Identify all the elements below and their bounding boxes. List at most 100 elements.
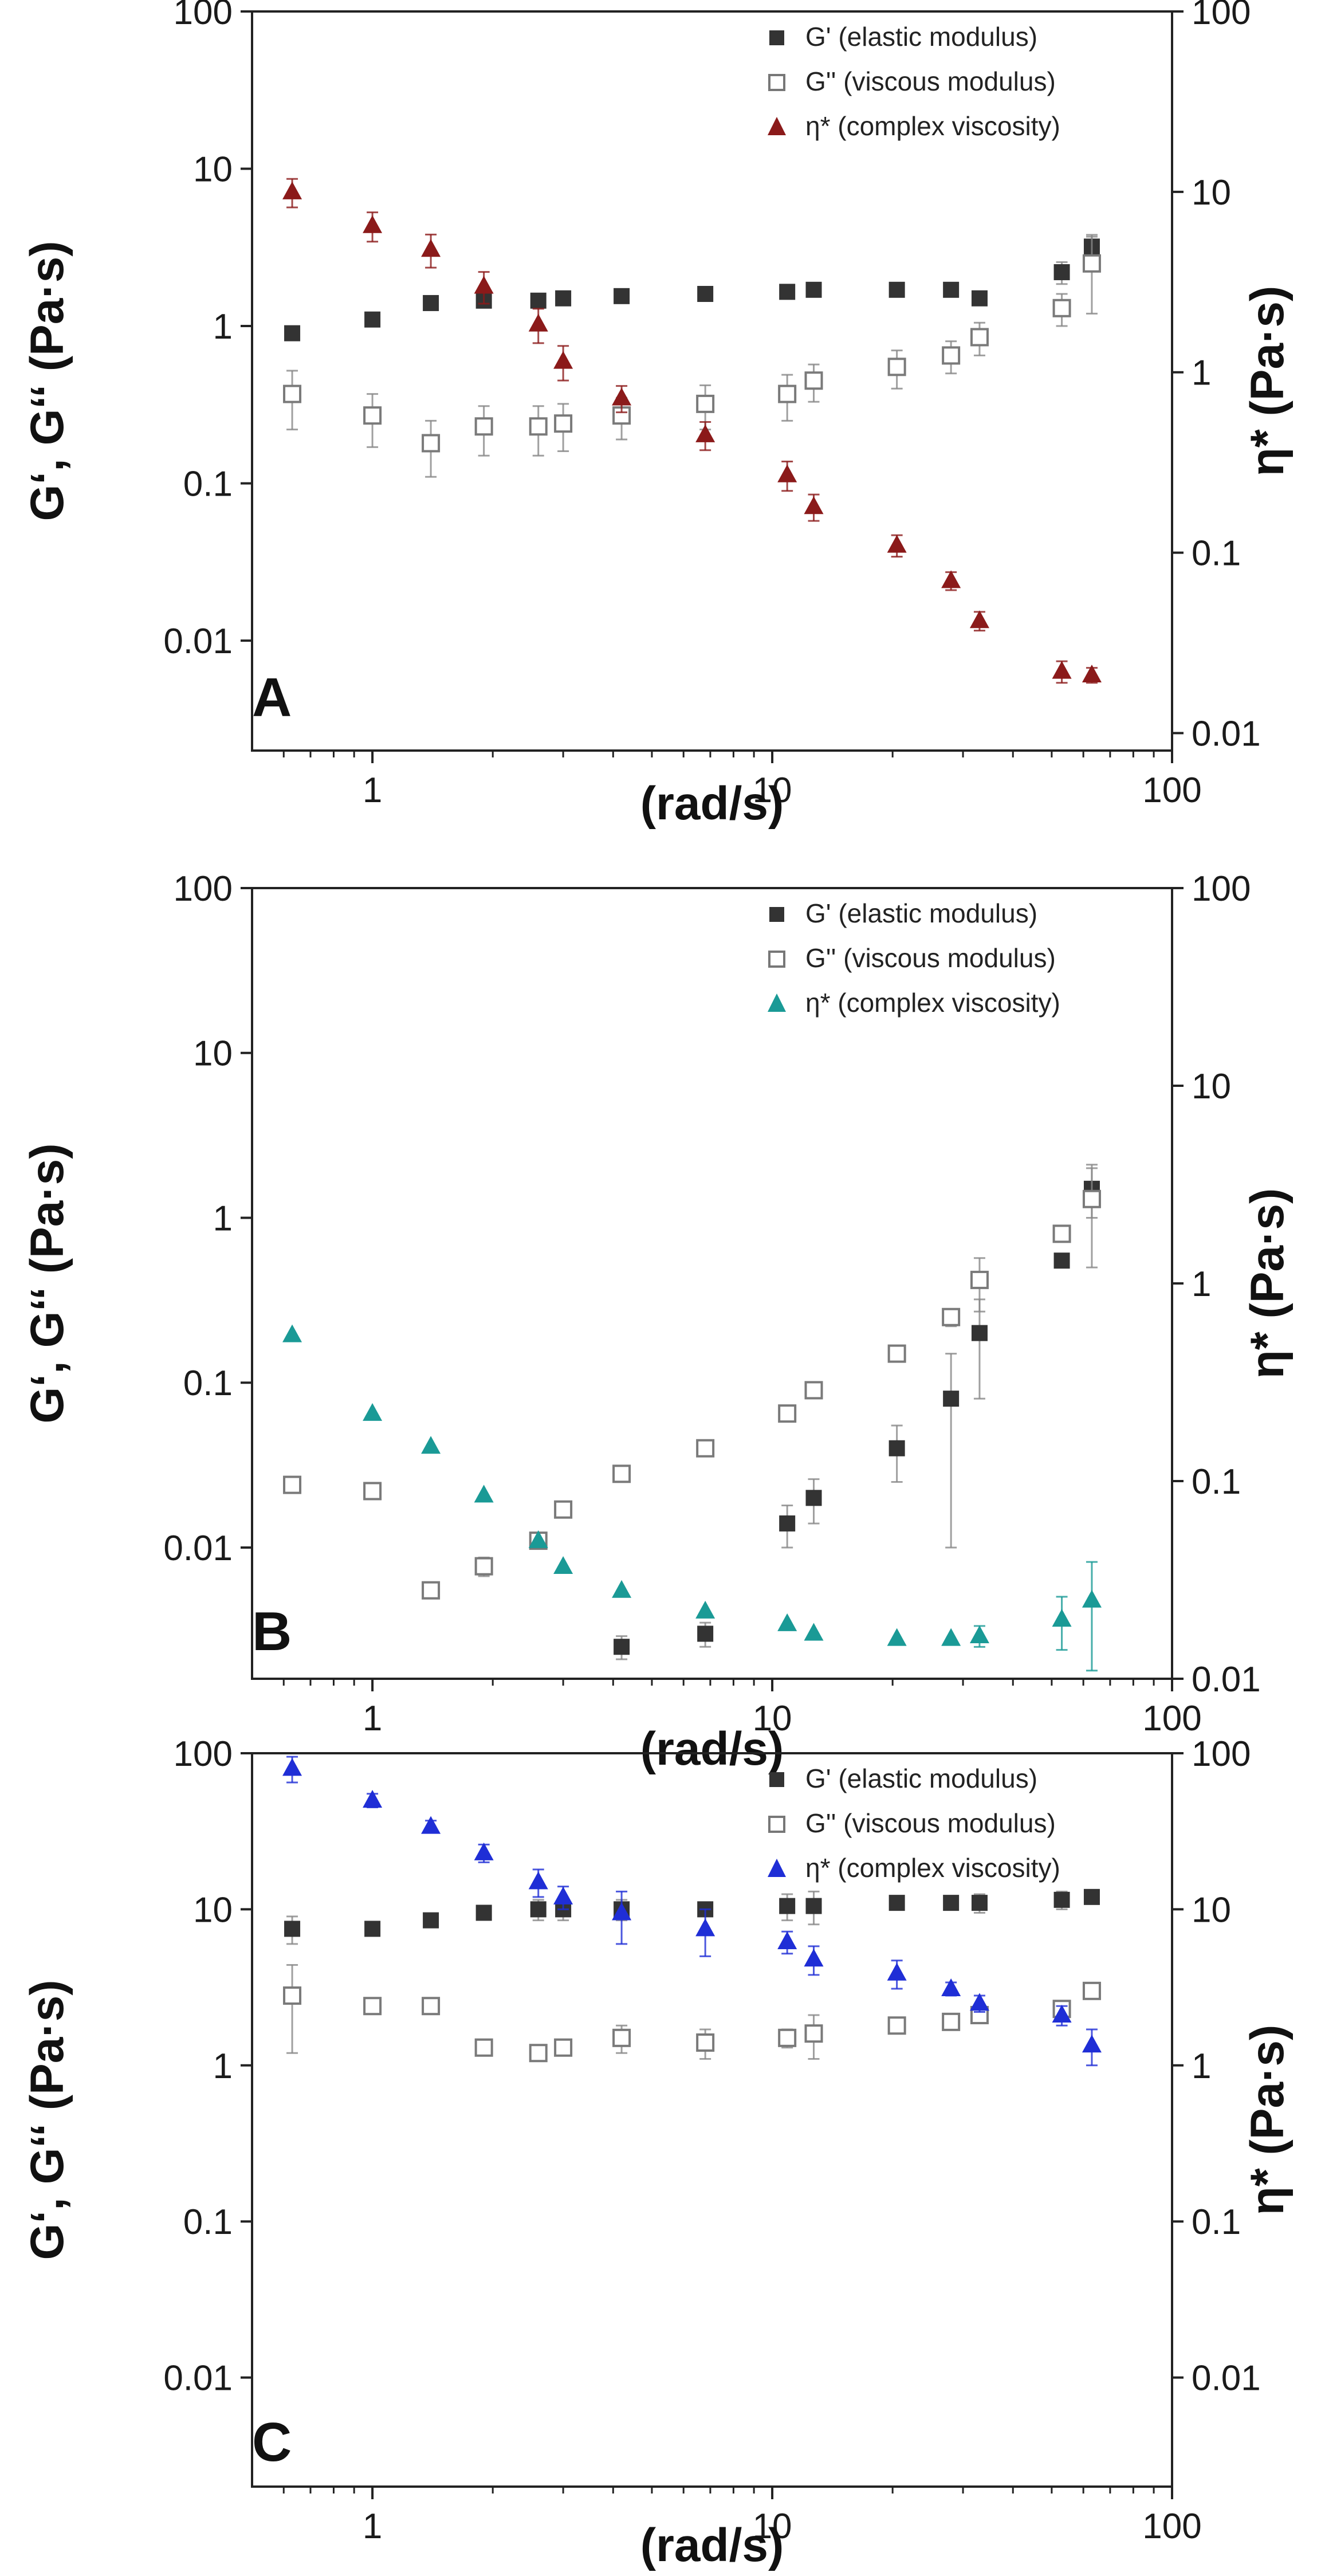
complex-viscosity-point	[695, 1918, 715, 1937]
plot-frame-a	[251, 10, 1173, 752]
viscous-modulus-point	[422, 1997, 441, 2016]
x-axis-title-b: (rad/s)	[640, 1723, 784, 1775]
viscous-modulus-point	[529, 417, 548, 436]
y-left-tick-label: 0.1	[183, 2202, 233, 2242]
x-tick-label: 100	[1142, 1699, 1201, 1738]
legend-entry-viscous: G'' (viscous modulus)	[805, 66, 1056, 96]
legend-entry-complex-viscosity: η* (complex viscosity)	[805, 1853, 1060, 1883]
x-axis-title-c: (rad/s)	[640, 2519, 784, 2571]
elastic-modulus-point	[779, 284, 796, 300]
y-right-tick-label: 0.01	[1192, 714, 1261, 753]
elastic-modulus-point	[423, 1912, 439, 1929]
elastic-modulus-point	[1053, 264, 1070, 281]
elastic-modulus-point	[1053, 1252, 1070, 1269]
complex-viscosity-point	[553, 351, 573, 369]
viscous-modulus-point	[942, 1307, 961, 1326]
plot-frame-c	[251, 1752, 1173, 2488]
viscous-modulus-point	[1082, 1981, 1101, 2000]
viscous-modulus-point	[696, 394, 715, 413]
complex-viscosity-point	[804, 1949, 824, 1967]
y-left-tick-label: 1	[213, 1199, 233, 1238]
complex-viscosity-point	[941, 570, 961, 588]
y-left-tick-label: 0.01	[163, 2359, 233, 2398]
y-right-tick-label: 0.1	[1192, 1462, 1241, 1502]
complex-viscosity-point	[1052, 661, 1072, 679]
viscous-modulus-point	[612, 1464, 631, 1483]
y-left-tick-label: 0.1	[183, 465, 233, 504]
y-right-tick-label: 0.01	[1192, 2359, 1261, 2398]
viscous-modulus-point	[474, 1557, 493, 1576]
complex-viscosity-point	[1052, 1609, 1072, 1627]
y-right-tick-label: 10	[1192, 1890, 1231, 1930]
x-tick-label: 10	[753, 2507, 792, 2546]
elastic-modulus-point	[284, 325, 301, 341]
legend-entry-viscous: G'' (viscous modulus)	[805, 1808, 1056, 1838]
viscous-modulus-point	[554, 2038, 573, 2057]
y-axis-right-title-b: η* (Pa·s)	[1241, 1188, 1294, 1379]
y-left-tick-label: 0.01	[163, 622, 233, 661]
legend-marker	[769, 1772, 784, 1787]
x-tick-label: 1	[363, 771, 382, 810]
viscous-modulus-point	[970, 1270, 989, 1289]
elastic-modulus-point	[364, 1921, 381, 1937]
complex-viscosity-point	[528, 1530, 548, 1548]
panel-a: 1 10 100 100 10 1 0.1 0.01 100 10 1 0.1 0.01 G' (ela…	[21, 0, 1294, 830]
y-axis-left-title-b: G‘, G‘‘ (Pa·s)	[21, 1143, 73, 1423]
viscous-modulus-point	[778, 2028, 797, 2047]
y-right-tick-label: 10	[1192, 1067, 1231, 1106]
y-right-tick-label: 100	[1192, 1734, 1251, 1774]
complex-viscosity-point	[887, 1962, 907, 1981]
complex-viscosity-point	[553, 1556, 573, 1574]
complex-viscosity-point	[612, 1580, 632, 1598]
y-left-tick-label: 1	[213, 2047, 233, 2086]
complex-viscosity-point	[969, 1625, 989, 1643]
viscous-modulus-point	[363, 1997, 382, 2016]
y-right-tick-label: 1	[1192, 354, 1211, 393]
viscous-modulus-point	[804, 371, 823, 390]
elastic-modulus-point	[530, 292, 547, 309]
viscous-modulus-point	[1052, 1224, 1071, 1243]
complex-viscosity-point	[969, 610, 989, 629]
elastic-modulus-point	[364, 311, 381, 328]
complex-viscosity-point	[282, 181, 302, 199]
legend-a: G' (elastic modulus) G'' (viscous modulu…	[768, 22, 1060, 141]
viscous-modulus-point	[804, 2024, 823, 2043]
complex-viscosity-point	[887, 1628, 907, 1646]
y-left-tick-label: 0.01	[163, 1529, 233, 1568]
complex-viscosity-point	[553, 1886, 573, 1904]
y-left-tick-label: 100	[174, 869, 233, 909]
elastic-modulus-point	[423, 294, 439, 311]
legend-marker	[768, 117, 786, 135]
complex-viscosity-point	[695, 1600, 715, 1619]
viscous-modulus-point	[778, 1404, 797, 1423]
y-axis-right-title-c: η* (Pa·s)	[1241, 2025, 1294, 2216]
viscous-modulus-point	[942, 2012, 961, 2031]
legend-b: G' (elastic modulus) G'' (viscous modulu…	[768, 898, 1060, 1018]
complex-viscosity-point	[804, 1623, 824, 1641]
elastic-modulus-point	[614, 288, 630, 304]
complex-viscosity-point	[528, 1871, 548, 1890]
elastic-modulus-point	[805, 1898, 822, 1914]
y-left-tick-label: 0.1	[183, 1364, 233, 1403]
elastic-modulus-point	[530, 1901, 547, 1918]
y-right-tick-label: 100	[1192, 0, 1251, 32]
legend-marker	[768, 994, 786, 1012]
viscous-modulus-point	[1082, 1189, 1101, 1208]
elastic-modulus-point	[614, 1639, 630, 1655]
viscous-modulus-point	[1052, 299, 1071, 317]
complex-viscosity-point	[941, 1978, 961, 1996]
complex-viscosity-point	[1082, 1589, 1102, 1608]
complex-viscosity-point	[528, 313, 548, 332]
elastic-modulus-point	[779, 1898, 796, 1914]
viscous-modulus-point	[422, 434, 441, 453]
legend-entry-complex-viscosity: η* (complex viscosity)	[805, 988, 1060, 1018]
viscous-modulus-point	[363, 1482, 382, 1501]
viscous-modulus-point	[422, 1581, 441, 1600]
y-left-tick-label: 10	[193, 150, 233, 190]
x-axis-title-a: (rad/s)	[640, 777, 784, 830]
y-right-tick-label: 1	[1192, 2047, 1211, 2086]
y-left-tick-label: 10	[193, 1034, 233, 1074]
legend-marker	[769, 907, 784, 922]
complex-viscosity-point	[1082, 665, 1102, 683]
legend-marker	[768, 74, 785, 91]
